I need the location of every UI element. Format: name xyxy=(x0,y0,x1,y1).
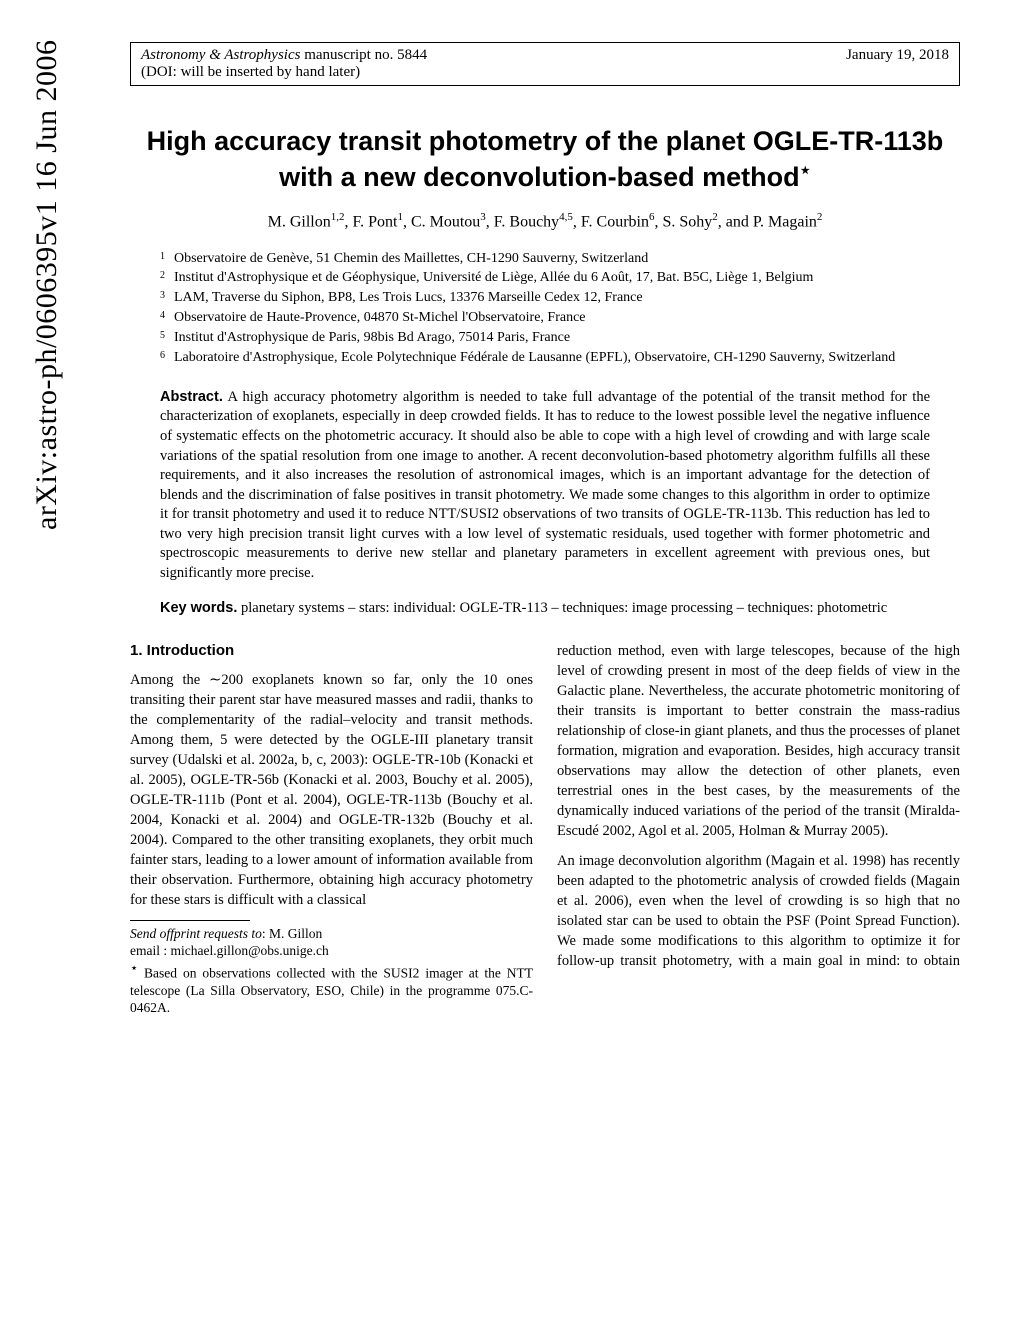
star-icon: ⋆ xyxy=(130,960,138,975)
abstract-text: A high accuracy photometry algorithm is … xyxy=(160,389,930,581)
journal-name: Astronomy & Astrophysics xyxy=(141,47,300,63)
keywords-label: Key words. xyxy=(160,600,237,616)
abstract-label: Abstract. xyxy=(160,389,223,405)
arxiv-identifier: arXiv:astro-ph/0606395v1 16 Jun 2006 xyxy=(30,40,64,530)
footnote-star-text: Based on observations collected with the… xyxy=(130,965,533,1015)
keywords-text: planetary systems – stars: individual: O… xyxy=(241,600,887,616)
body-columns: 1. Introduction Among the ∼200 exoplanet… xyxy=(130,641,960,1017)
right-column: reduction method, even with large telesc… xyxy=(557,641,960,1017)
affiliation-row: 2Institut d'Astrophysique et de Géophysi… xyxy=(160,269,930,288)
journal-line: Astronomy & Astrophysics manuscript no. … xyxy=(141,47,427,64)
manuscript-no: manuscript no. 5844 xyxy=(300,47,427,63)
intro-para-left: Among the ∼200 exoplanets known so far, … xyxy=(130,670,533,910)
abstract: Abstract. A high accuracy photometry alg… xyxy=(160,388,930,584)
left-column: 1. Introduction Among the ∼200 exoplanet… xyxy=(130,641,533,1017)
offprint-to: : M. Gillon xyxy=(262,926,322,941)
author-list: M. Gillon1,2, F. Pont1, C. Moutou3, F. B… xyxy=(130,211,960,231)
header-date: January 19, 2018 xyxy=(846,47,949,64)
footnote-block: Send offprint requests to: M. Gillon ema… xyxy=(130,925,533,1017)
doi-line: (DOI: will be inserted by hand later) xyxy=(141,64,949,81)
affiliation-row: 4Observatoire de Haute-Provence, 04870 S… xyxy=(160,309,930,328)
title-star-icon: ⋆ xyxy=(800,160,811,180)
affiliation-row: 6Laboratoire d'Astrophysique, Ecole Poly… xyxy=(160,349,930,368)
section-1-heading: 1. Introduction xyxy=(130,641,533,662)
offprint-label: Send offprint requests to xyxy=(130,926,262,941)
page: arXiv:astro-ph/0606395v1 16 Jun 2006 Ast… xyxy=(0,0,1020,1320)
footnote-rule xyxy=(130,920,250,921)
offprint-line: Send offprint requests to: M. Gillon xyxy=(130,925,533,943)
affiliation-list: 1Observatoire de Genève, 51 Chemin des M… xyxy=(160,250,930,368)
affiliation-row: 1Observatoire de Genève, 51 Chemin des M… xyxy=(160,250,930,269)
affiliation-row: 3LAM, Traverse du Siphon, BP8, Les Trois… xyxy=(160,289,930,308)
keywords: Key words. planetary systems – stars: in… xyxy=(160,599,930,619)
paper-title: High accuracy transit photometry of the … xyxy=(130,124,960,195)
title-line-2: with a new deconvolution-based method xyxy=(279,162,800,192)
footnote-star: ⋆ Based on observations collected with t… xyxy=(130,960,533,1017)
intro-para-right-2: An image deconvolution algorithm (Magain… xyxy=(557,851,960,971)
intro-para-right-1: reduction method, even with large telesc… xyxy=(557,641,960,841)
affiliation-row: 5Institut d'Astrophysique de Paris, 98bi… xyxy=(160,329,930,348)
manuscript-header: Astronomy & Astrophysics manuscript no. … xyxy=(130,42,960,86)
title-line-1: High accuracy transit photometry of the … xyxy=(147,126,944,156)
footnote-email: email : michael.gillon@obs.unige.ch xyxy=(130,942,533,960)
